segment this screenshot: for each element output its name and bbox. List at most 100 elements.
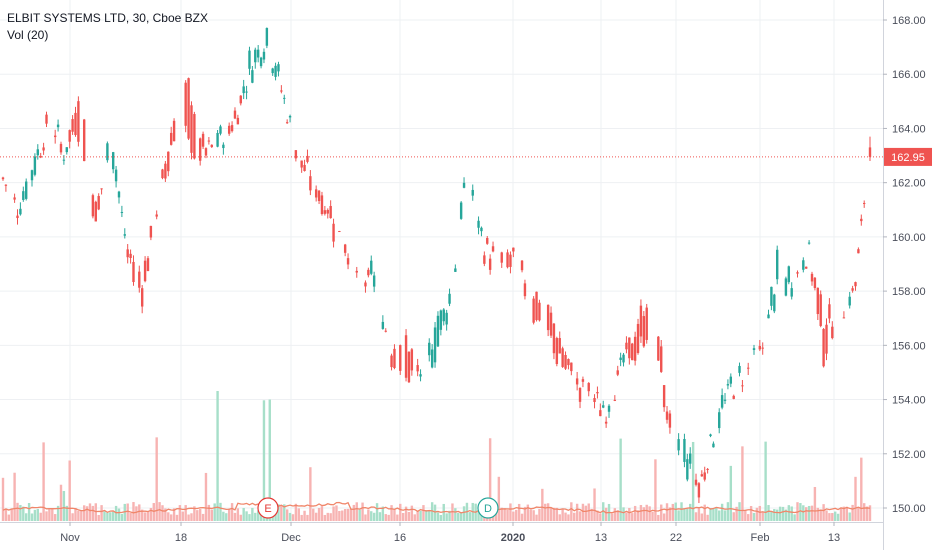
candle-body <box>254 49 257 63</box>
candle-body <box>686 459 689 480</box>
event-marker-label: D <box>484 503 492 515</box>
candle-body <box>433 327 437 363</box>
volume-bar <box>146 511 150 521</box>
candle-body <box>848 296 851 306</box>
volume-bar <box>752 512 756 521</box>
volume-bar <box>503 508 506 521</box>
volume-bar <box>439 514 443 521</box>
candle-body <box>616 370 619 375</box>
candle-body <box>399 345 402 371</box>
volume-bar <box>419 510 422 521</box>
volume-bar <box>367 509 370 521</box>
volume-bar <box>349 508 353 521</box>
candle-body <box>706 468 709 470</box>
volume-bar <box>410 505 414 521</box>
candle-body <box>274 65 277 77</box>
candle-body <box>459 202 463 219</box>
volume-bar <box>468 512 472 521</box>
last-price-line: 162.95 <box>0 147 932 166</box>
candle-body <box>329 205 332 219</box>
volume-bar <box>755 507 759 521</box>
volume-bar <box>254 512 257 521</box>
candle-body <box>538 302 541 321</box>
candle-body <box>636 323 640 353</box>
candle-body <box>555 338 559 365</box>
volume-bar <box>82 505 86 521</box>
volume-bar <box>845 506 849 521</box>
price-tick-label: 156.00 <box>892 340 926 352</box>
volume-bar <box>401 512 405 521</box>
volume-bar <box>564 512 567 521</box>
price-axis[interactable]: 150.00 152.00 154.00 156.00 158.00 160.00 162.… <box>883 0 926 550</box>
candle-body <box>723 399 727 401</box>
volume-bar <box>677 510 680 521</box>
candle-body <box>30 170 34 181</box>
volume-bar <box>425 510 428 521</box>
volume-bar <box>622 507 625 521</box>
volume-bar <box>703 504 706 521</box>
candle-body <box>709 434 712 437</box>
volume-pane <box>1 391 872 521</box>
candle-body <box>155 214 158 217</box>
volume-bar <box>230 503 234 521</box>
volume-bar <box>761 512 764 521</box>
volume-bar <box>428 510 431 521</box>
volume-bar <box>509 503 512 521</box>
volume-bar <box>390 505 393 521</box>
candle-body <box>22 191 25 200</box>
candle-body <box>187 78 190 139</box>
volume-bar <box>555 507 559 521</box>
candle-body <box>106 143 109 161</box>
volume-bar <box>332 506 335 521</box>
volume-bar <box>204 472 208 521</box>
candle-body <box>622 354 625 363</box>
volume-bar <box>758 505 762 521</box>
candle-body <box>552 323 556 354</box>
candle-body <box>71 119 74 132</box>
time-axis[interactable]: Nov 18 Dec 16 2020 13 22 Feb 13 <box>0 522 883 544</box>
candle-body <box>164 163 167 179</box>
candle-body <box>726 384 730 386</box>
volume-bar <box>74 507 77 521</box>
candle-body <box>462 182 466 188</box>
candle-body <box>248 50 251 69</box>
candle-body <box>863 202 866 204</box>
volume-bar <box>526 504 530 521</box>
volume-bar <box>744 510 747 521</box>
volume-bar <box>242 508 245 521</box>
event-marker[interactable] <box>257 497 279 519</box>
volume-bar <box>187 514 190 521</box>
candle-body <box>320 195 324 214</box>
candle-body <box>306 155 309 162</box>
volume-bar <box>718 510 721 521</box>
volume-bar <box>546 503 550 521</box>
candle-body <box>532 298 535 323</box>
candle-body <box>370 260 373 274</box>
volume-bar <box>16 502 19 521</box>
volume-bar <box>245 511 248 521</box>
volume-bar <box>445 513 448 521</box>
candle-body <box>842 317 846 319</box>
candle-body <box>53 135 57 138</box>
candle-body <box>16 215 19 219</box>
volume-bar <box>103 511 106 521</box>
event-marker[interactable] <box>477 497 499 519</box>
candle-body <box>445 312 448 325</box>
volume-bar <box>85 506 89 521</box>
candle-body <box>442 309 445 322</box>
volume-bar <box>346 508 350 521</box>
candle-body <box>146 258 150 272</box>
candle-body <box>645 307 648 340</box>
volume-bar <box>413 514 416 521</box>
volume-bar <box>570 502 573 521</box>
volume-bar <box>610 513 614 521</box>
volume-bar <box>91 505 95 521</box>
volume-bar <box>129 512 132 521</box>
volume-bar <box>109 512 112 521</box>
time-tick-label: 13 <box>828 532 840 544</box>
candle-body <box>639 305 643 337</box>
volume-bar <box>19 504 22 521</box>
candle-body <box>822 329 825 367</box>
volume-bar <box>375 503 379 521</box>
